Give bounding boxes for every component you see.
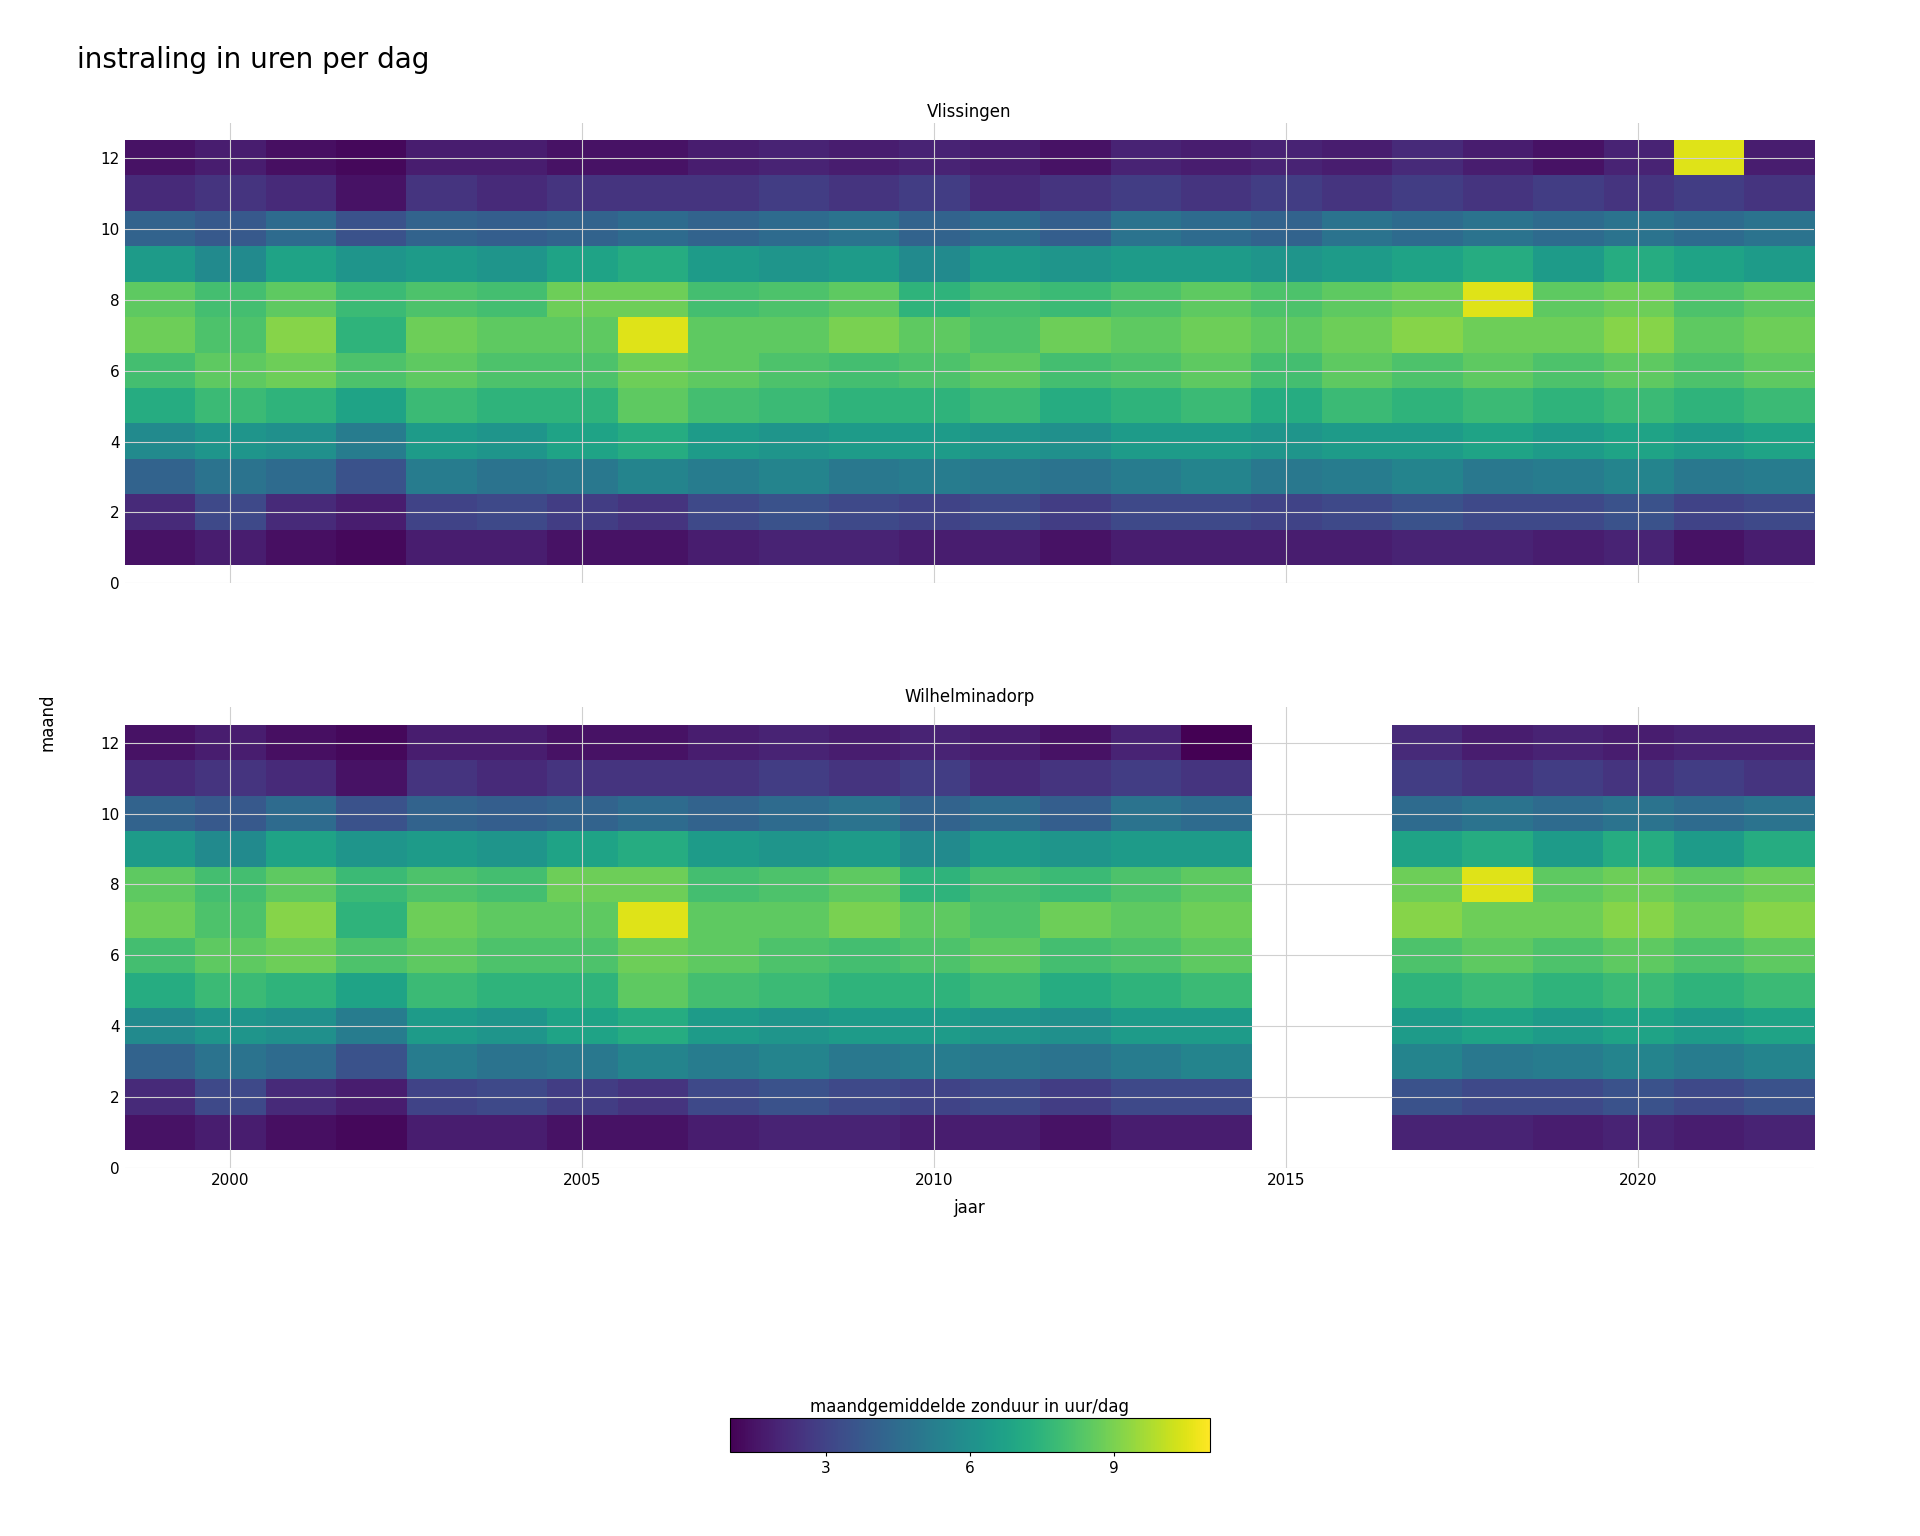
X-axis label: jaar: jaar [954,1198,985,1217]
Text: instraling in uren per dag: instraling in uren per dag [77,46,430,74]
Title: Vlissingen: Vlissingen [927,103,1012,121]
Title: maandgemiddelde zonduur in uur/dag: maandgemiddelde zonduur in uur/dag [810,1398,1129,1416]
Title: Wilhelminadorp: Wilhelminadorp [904,688,1035,707]
Text: maand: maand [38,693,58,751]
